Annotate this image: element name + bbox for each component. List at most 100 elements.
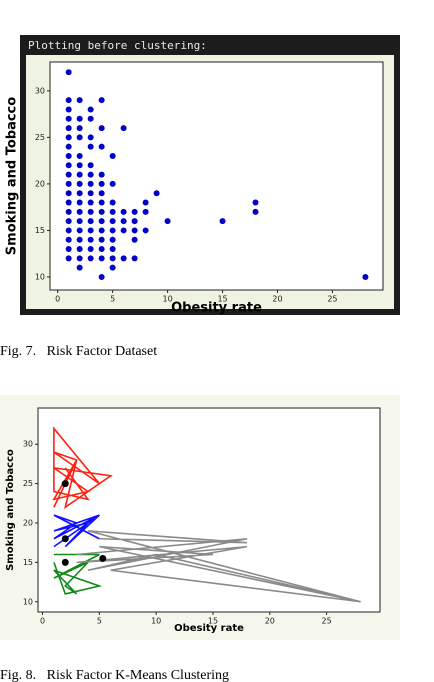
x-tick-label: 5 [97, 617, 102, 626]
cluster-line [52, 426, 113, 510]
y-tick-label: 15 [23, 558, 33, 567]
point [87, 134, 94, 141]
centroid [61, 535, 69, 543]
centroid [99, 554, 107, 562]
point [76, 134, 83, 141]
point [87, 199, 94, 206]
point [362, 273, 369, 280]
point [76, 125, 83, 132]
point [76, 255, 83, 262]
point [65, 162, 72, 169]
point [65, 115, 72, 122]
point [65, 246, 72, 253]
point [98, 255, 105, 262]
point [87, 143, 94, 150]
point [65, 236, 72, 243]
point [142, 199, 149, 206]
y-tick-label: 10 [35, 272, 45, 281]
point [142, 227, 149, 234]
point [65, 97, 72, 104]
point [109, 246, 116, 253]
point [164, 218, 171, 225]
caption: Fig. 7. Risk Factor Dataset [0, 344, 157, 359]
point [98, 190, 105, 197]
point [65, 125, 72, 132]
console-text: Plotting before clustering: [28, 39, 207, 52]
point [65, 106, 72, 113]
point [98, 208, 105, 215]
y-tick-label: 25 [35, 133, 45, 142]
point [131, 236, 138, 243]
point [65, 255, 72, 262]
point [76, 115, 83, 122]
plot-area [49, 61, 384, 291]
caption: Fig. 8. Risk Factor K-Means Clustering [0, 668, 229, 682]
y-tick-label: 15 [35, 226, 45, 235]
point [87, 171, 94, 178]
x-tick-label: 15 [208, 617, 218, 626]
point [98, 236, 105, 243]
x-tick-label: 10 [163, 295, 173, 304]
point [131, 227, 138, 234]
y-tick-label: 20 [35, 179, 45, 188]
point [65, 208, 72, 215]
point [87, 106, 94, 113]
x-axis-label: Obesity rate [171, 301, 262, 316]
point [76, 199, 83, 206]
point [87, 180, 94, 187]
point [87, 246, 94, 253]
point [120, 125, 127, 132]
point [76, 171, 83, 178]
point [252, 199, 259, 206]
point [87, 208, 94, 215]
cluster-line [53, 514, 100, 548]
x-tick-label: 25 [322, 617, 332, 626]
point [65, 199, 72, 206]
cluster-line [53, 553, 103, 595]
point [219, 218, 226, 225]
point [76, 227, 83, 234]
point [120, 218, 127, 225]
point [109, 180, 116, 187]
point [76, 97, 83, 104]
point [109, 227, 116, 234]
point [109, 208, 116, 215]
point [153, 190, 160, 197]
point [109, 264, 116, 271]
point [65, 227, 72, 234]
point [109, 255, 116, 262]
point [120, 227, 127, 234]
point [109, 218, 116, 225]
plot-area [37, 407, 381, 613]
point [76, 264, 83, 271]
point [76, 208, 83, 215]
point [98, 125, 105, 132]
point [76, 180, 83, 187]
point [87, 218, 94, 225]
point [65, 69, 72, 76]
point [142, 208, 149, 215]
x-tick-label: 0 [55, 295, 60, 304]
point [109, 199, 116, 206]
point [65, 180, 72, 187]
point [131, 255, 138, 262]
point [109, 236, 116, 243]
cluster-line [76, 530, 361, 603]
point [87, 190, 94, 197]
point [120, 255, 127, 262]
point [76, 246, 83, 253]
point [252, 208, 259, 215]
point [87, 162, 94, 169]
point [87, 115, 94, 122]
point [98, 246, 105, 253]
point [76, 162, 83, 169]
point [76, 218, 83, 225]
x-tick-label: 25 [327, 295, 337, 304]
point [65, 190, 72, 197]
point [76, 190, 83, 197]
y-axis-label: Smoking and Tobacco [5, 97, 20, 255]
y-tick-label: 20 [23, 518, 33, 527]
point [98, 218, 105, 225]
point [109, 152, 116, 159]
centroid [61, 480, 69, 488]
